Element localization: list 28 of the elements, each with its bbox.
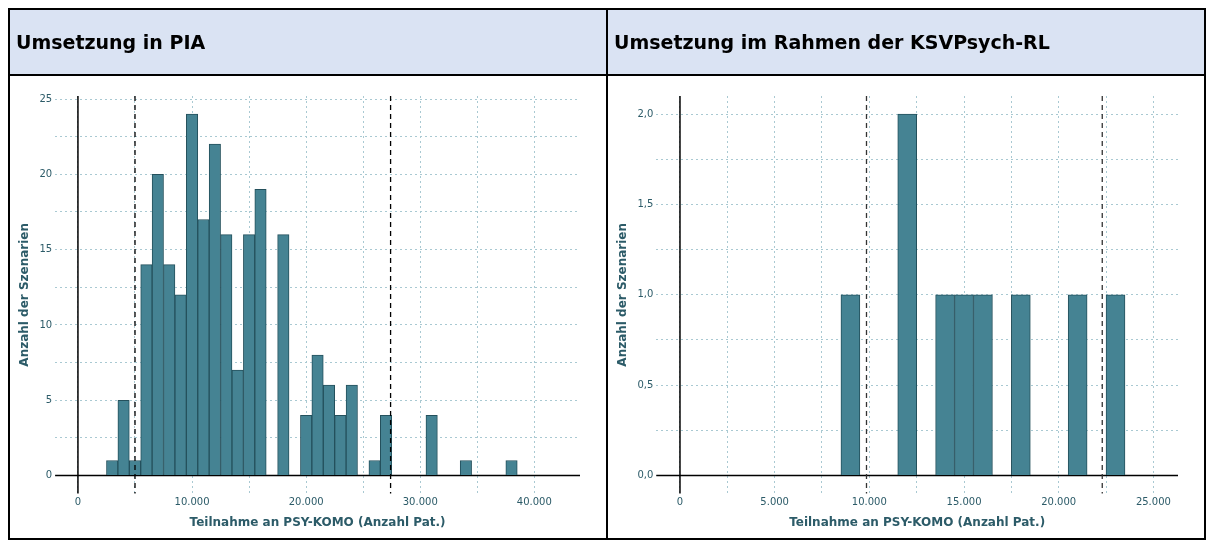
y-tick-label: 5 xyxy=(45,393,53,405)
y-tick-label: 10 xyxy=(39,318,53,330)
x-axis-title: Teilnahme an PSY-KOMO (Anzahl Pat.) xyxy=(189,514,446,529)
y-tick-label: 0,5 xyxy=(637,378,654,390)
x-tick-label: 0 xyxy=(74,496,82,508)
x-tick-label: 25.000 xyxy=(1135,496,1171,508)
y-tick-label: 0 xyxy=(45,469,53,481)
x-tick-label: 30.000 xyxy=(402,496,438,508)
y-tick-label: 1,0 xyxy=(637,288,654,300)
y-tick-label: 15 xyxy=(39,243,53,255)
x-tick-label: 20.000 xyxy=(1041,496,1077,508)
x-tick-label: 15.000 xyxy=(946,496,982,508)
chart-title: Umsetzung im Rahmen der KSVPsych-RL xyxy=(608,10,1204,76)
y-axis-title: Anzahl der Szenarien xyxy=(615,222,630,367)
x-tick-label: 40.000 xyxy=(516,496,552,508)
x-tick-label: 10.000 xyxy=(174,496,210,508)
y-tick-label: 25 xyxy=(39,92,53,104)
x-tick-label: 0 xyxy=(676,496,684,508)
y-tick-label: 20 xyxy=(39,167,53,179)
chart-title: Umsetzung in PIA xyxy=(10,10,606,76)
x-tick-label: 10.000 xyxy=(851,496,887,508)
y-tick-label: 2,0 xyxy=(637,107,654,119)
x-tick-label: 20.000 xyxy=(288,496,324,508)
y-axis-title: Anzahl der Szenarien xyxy=(17,222,32,367)
x-tick-label: 5.000 xyxy=(760,496,789,508)
y-tick-label: 0,0 xyxy=(637,469,654,481)
y-tick-label: 1,5 xyxy=(637,198,654,210)
x-axis-title: Teilnahme an PSY-KOMO (Anzahl Pat.) xyxy=(789,514,1046,529)
